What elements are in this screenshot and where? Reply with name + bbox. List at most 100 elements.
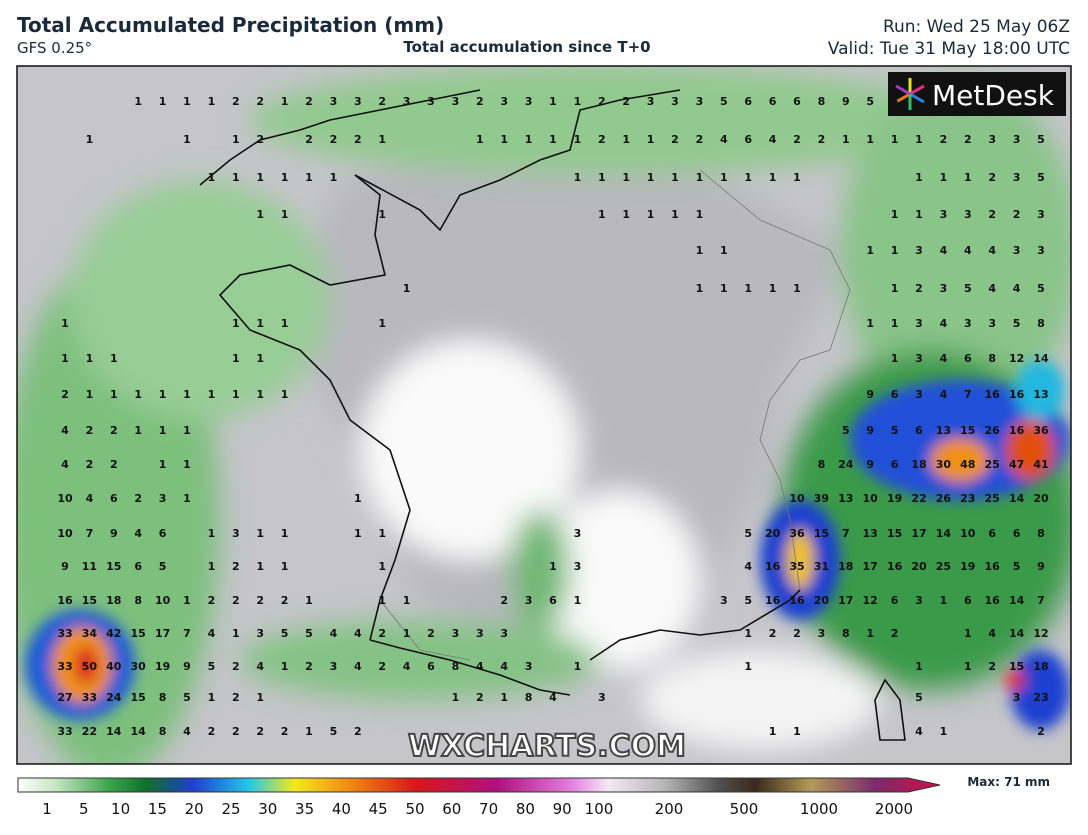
grid-value: 3 xyxy=(525,594,533,607)
grid-value: 2 xyxy=(354,725,362,738)
grid-value: 2 xyxy=(964,133,972,146)
grid-value: 4 xyxy=(720,133,728,146)
grid-value: 8 xyxy=(159,691,167,704)
grid-value: 1 xyxy=(256,171,264,184)
grid-value: 3 xyxy=(1037,244,1045,257)
grid-value: 15 xyxy=(106,560,121,573)
grid-value: 8 xyxy=(525,691,533,704)
grid-value: 1 xyxy=(183,594,191,607)
grid-value: 18 xyxy=(911,458,926,471)
grid-value: 6 xyxy=(159,527,167,540)
grid-value: 31 xyxy=(814,560,829,573)
grid-value: 1 xyxy=(305,594,313,607)
grid-value: 1 xyxy=(159,424,167,437)
grid-value: 4 xyxy=(549,691,557,704)
grid-value: 1 xyxy=(671,171,679,184)
grid-value: 3 xyxy=(818,627,826,640)
grid-value: 10 xyxy=(155,594,171,607)
grid-value: 14 xyxy=(1009,594,1025,607)
grid-value: 2 xyxy=(256,133,264,146)
grid-value: 1 xyxy=(378,560,386,573)
grid-value: 4 xyxy=(476,660,484,673)
value-grid: 1 1 1 1 2 2 1 2 3 3 2 3 3 3 2 3 3 1 1 2 2 3 3 3 5 6 6 6 8 9 5 61 1 1 2 2 2 2 1… xyxy=(57,95,1049,738)
grid-value: 39 xyxy=(814,492,829,505)
grid-value: 4 xyxy=(208,627,216,640)
grid-value: 9 xyxy=(866,424,874,437)
grid-value: 4 xyxy=(988,244,996,257)
grid-value: 2 xyxy=(232,95,240,108)
grid-value: 47 xyxy=(1009,458,1024,471)
grid-value: 3 xyxy=(354,95,362,108)
grid-value: 22 xyxy=(911,492,926,505)
grid-value: 6 xyxy=(964,594,972,607)
grid-value: 1 xyxy=(720,244,728,257)
colorbar-label: 2000 xyxy=(875,800,913,818)
grid-value: 5 xyxy=(1037,171,1045,184)
grid-value: 3 xyxy=(1013,171,1021,184)
grid-value: 1 xyxy=(281,171,289,184)
grid-value: 4 xyxy=(134,527,142,540)
grid-value: 40 xyxy=(106,660,122,673)
grid-value: 3 xyxy=(915,594,923,607)
grid-value: 2 xyxy=(378,95,386,108)
grid-value: 1 xyxy=(891,244,899,257)
grid-value: 4 xyxy=(1013,282,1021,295)
grid-value: 9 xyxy=(1037,560,1045,573)
grid-value: 10 xyxy=(863,492,879,505)
grid-value: 1 xyxy=(183,458,191,471)
grid-value: 1 xyxy=(208,388,216,401)
grid-value: 1 xyxy=(61,352,69,365)
grid-value: 1 xyxy=(744,627,752,640)
grid-value: 2 xyxy=(110,424,118,437)
grid-value: 16 xyxy=(789,594,805,607)
grid-value: 16 xyxy=(985,594,1001,607)
grid-value: 1 xyxy=(208,527,216,540)
grid-value: 7 xyxy=(183,627,191,640)
colorbar-label: 25 xyxy=(221,800,240,818)
grid-value: 3 xyxy=(330,95,338,108)
grid-value: 3 xyxy=(696,95,704,108)
grid-value: 1 xyxy=(183,492,191,505)
grid-value: 42 xyxy=(106,627,121,640)
colorbar-label: 20 xyxy=(185,800,204,818)
grid-value: 2 xyxy=(793,133,801,146)
grid-value: 3 xyxy=(1013,244,1021,257)
grid-value: 4 xyxy=(354,627,362,640)
grid-value: 1 xyxy=(720,282,728,295)
grid-value: 1 xyxy=(183,424,191,437)
grid-value: 1 xyxy=(159,458,167,471)
grid-value: 4 xyxy=(940,317,948,330)
colorbar-label: 100 xyxy=(585,800,614,818)
grid-value: 1 xyxy=(134,388,142,401)
grid-value: 1 xyxy=(476,133,484,146)
grid-value: 16 xyxy=(985,388,1001,401)
grid-value: 5 xyxy=(744,527,752,540)
grid-value: 1 xyxy=(232,388,240,401)
grid-value: 1 xyxy=(500,691,508,704)
grid-value: 1 xyxy=(378,527,386,540)
grid-value: 6 xyxy=(891,95,899,108)
grid-value: 3 xyxy=(720,594,728,607)
grid-value: 9 xyxy=(842,95,850,108)
grid-value: 2 xyxy=(86,458,94,471)
colorbar-label: 1000 xyxy=(800,800,838,818)
grid-value: 6 xyxy=(134,560,142,573)
grid-value: 3 xyxy=(427,95,435,108)
grid-value: 3 xyxy=(330,660,338,673)
grid-value: 1 xyxy=(281,388,289,401)
grid-value: 2 xyxy=(305,133,313,146)
grid-value: 1 xyxy=(793,171,801,184)
grid-value: 4 xyxy=(940,388,948,401)
grid-value: 1 xyxy=(330,171,338,184)
grid-value: 24 xyxy=(106,691,122,704)
grid-value: 3 xyxy=(915,388,923,401)
grid-value: 1 xyxy=(696,244,704,257)
grid-value: 13 xyxy=(838,492,853,505)
grid-value: 15 xyxy=(960,424,975,437)
grid-value: 4 xyxy=(61,424,69,437)
grid-value: 3 xyxy=(403,95,411,108)
grid-value: 9 xyxy=(110,527,118,540)
grid-value: 1 xyxy=(232,171,240,184)
grid-value: 15 xyxy=(131,691,146,704)
